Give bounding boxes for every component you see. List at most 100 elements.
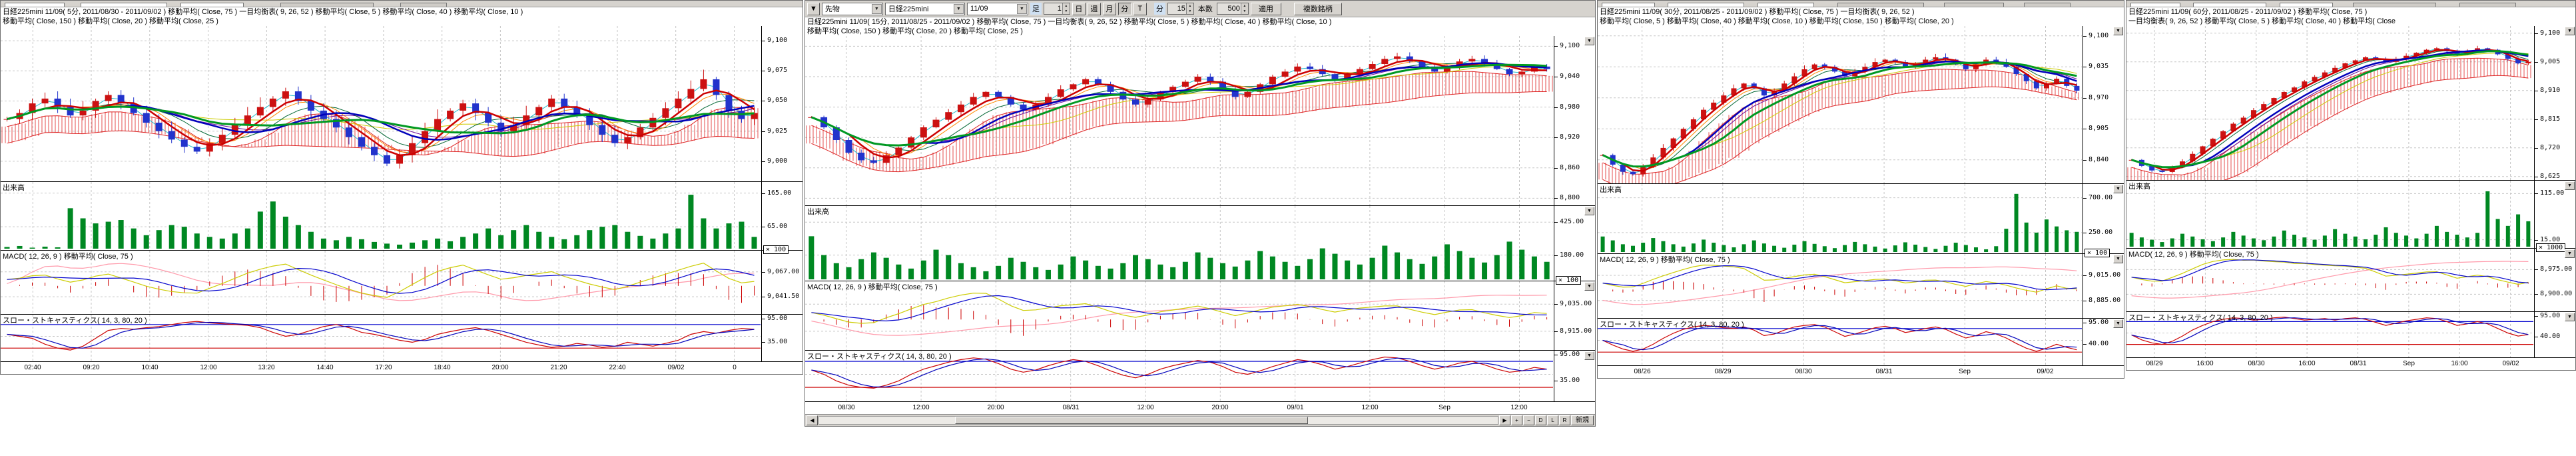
collapse-pane-button[interactable]: ▼ xyxy=(1584,282,1594,291)
macd-pane-label: MACD( 12, 26, 9 ) 移動平均( Close, 75 ) xyxy=(3,253,133,261)
y-axis-label: 8,905 xyxy=(2089,125,2109,132)
y-axis-tick xyxy=(1554,46,1558,47)
spinner-arrows[interactable]: ▲ ▼ xyxy=(1240,3,1248,14)
x-axis-label: 08/29 xyxy=(2146,360,2163,367)
y-axis-label: 9,041.50 xyxy=(767,293,800,300)
x-axis-label: 20:00 xyxy=(987,404,1004,411)
macd-pane: 9,035.00 8,915.00 × 100 ▼ MACD( 12, 26, 9 ) … xyxy=(805,276,1595,351)
x-axis-label: 12:00 xyxy=(1510,404,1528,411)
scrollbar-thumb[interactable] xyxy=(954,417,1308,424)
spinner-arrows[interactable]: ▲ ▼ xyxy=(1185,3,1193,14)
chart-plot-svg xyxy=(1598,319,2082,365)
collapse-pane-button[interactable]: ▼ xyxy=(2565,181,2575,190)
period-tick-button[interactable]: T xyxy=(1133,2,1147,15)
multi-symbol-button[interactable]: 複数銘柄 xyxy=(1293,2,1342,15)
collapse-pane-button[interactable]: ▼ xyxy=(1584,351,1594,360)
y-axis-scale: 9,100 9,075 9,050 9,025 9,000 xyxy=(761,26,803,181)
chart-plot-svg xyxy=(1598,254,2082,318)
clipped-control xyxy=(5,3,65,7)
collapse-pane-button[interactable]: ▼ xyxy=(2113,27,2123,35)
chevron-down-icon: ▼ xyxy=(1016,3,1027,14)
y-axis-label: 700.00 xyxy=(2089,194,2113,201)
y-axis-tick xyxy=(2535,269,2538,270)
clipped-control xyxy=(1758,3,1814,7)
y-axis-scale: 9,100 9,005 8,910 8,815 8,720 8,625 ▼ xyxy=(2534,26,2575,180)
y-axis-tick xyxy=(762,342,765,343)
y-axis-label: 95.00 xyxy=(2089,319,2109,326)
y-axis-label: 8,980 xyxy=(1560,103,1580,111)
zoom-in-button[interactable]: + xyxy=(1511,415,1522,425)
count-input[interactable]: 500 ▲ ▼ xyxy=(1216,3,1249,15)
stoch-pane-label: スロー・ストキャスティクス( 14, 3, 80, 20 ) xyxy=(807,353,952,361)
minutes-input[interactable]: 15 ▲ ▼ xyxy=(1167,3,1194,15)
mode-l-button[interactable]: L xyxy=(1547,415,1558,425)
collapse-pane-button[interactable]: ▼ xyxy=(2565,313,2575,321)
stoch-pane-label: スロー・ストキャスティクス( 14, 3, 80, 20 ) xyxy=(2128,314,2273,322)
symbol-select[interactable]: 日経225mini ▼ xyxy=(884,2,965,15)
category-select[interactable]: 先物 ▼ xyxy=(821,2,883,15)
indicator-header-line2: 一目均衡表( 9, 26, 52 ) 移動平均( Close, 5 ) 移動平均… xyxy=(2128,17,2396,25)
collapse-pane-button[interactable]: ▼ xyxy=(2113,255,2123,263)
chart-plot-svg xyxy=(1598,184,2082,253)
x-axis-label: 02:40 xyxy=(24,364,41,371)
x-axis-label: 09/02 xyxy=(667,364,685,371)
y-axis-label: 9,100 xyxy=(767,37,788,44)
x-axis-label: 14:40 xyxy=(316,364,334,371)
period-month-button[interactable]: 月 xyxy=(1102,2,1116,15)
chart-plot-svg xyxy=(2126,26,2533,180)
y-axis-tick xyxy=(2535,148,2538,149)
spinner-arrows[interactable]: ▲ ▼ xyxy=(1062,3,1070,14)
combo-arrow-button[interactable]: ▼ xyxy=(807,2,820,15)
category-value: 先物 xyxy=(824,5,840,13)
collapse-pane-button[interactable]: ▼ xyxy=(1584,37,1594,45)
period-day-button[interactable]: 日 xyxy=(1072,2,1086,15)
y-axis-label: 8,860 xyxy=(1560,164,1580,171)
stoch-pane: 95.00 35.00 ▼ スロー・ストキャスティクス( 14, 3, 80, 20 … xyxy=(805,351,1595,402)
x-axis-label: 16:00 xyxy=(2451,360,2468,367)
chart-plot-svg xyxy=(1,182,761,250)
period-minute-button[interactable]: 分 xyxy=(1118,2,1131,15)
scroll-right-button[interactable]: ▶ xyxy=(1499,415,1510,425)
apply-button[interactable]: 適用 xyxy=(1250,2,1281,15)
y-axis-label: 180.00 xyxy=(1560,251,1584,259)
count-value: 500 xyxy=(1227,5,1240,13)
scroll-left-button[interactable]: ◀ xyxy=(806,415,818,425)
y-axis-label: 8,625 xyxy=(2540,173,2561,180)
x-axis-label: 22:40 xyxy=(609,364,626,371)
clipped-control xyxy=(400,3,447,7)
indicator-header-line1: 日経225mini 11/09( 30分, 2011/08/25 - 2011/… xyxy=(1600,8,1915,16)
macd-pane: 9,015.00 8,885.00 × 100 ▼ MACD( 12, 26, 9 ) … xyxy=(1598,249,2124,319)
macd-pane-label: MACD( 12, 26, 9 ) 移動平均( Close, 75 ) xyxy=(2128,251,2259,259)
collapse-pane-button[interactable]: ▼ xyxy=(2565,27,2575,35)
chart-plot-svg xyxy=(1,315,761,361)
mode-d-button[interactable]: D xyxy=(1535,415,1546,425)
contract-select[interactable]: 11/09 ▼ xyxy=(966,2,1028,15)
x-axis-label: 08/29 xyxy=(1714,368,1732,375)
x-axis-label: 18:40 xyxy=(434,364,451,371)
period-week-button[interactable]: 週 xyxy=(1087,2,1101,15)
bar-value-input[interactable]: 1 ▲ ▼ xyxy=(1043,3,1070,15)
y-axis-label: 8,975.00 xyxy=(2540,265,2573,273)
stoch-pane: 95.00 40.00 ▼ スロー・ストキャスティクス( 14, 3, 80, 20 … xyxy=(1598,319,2124,366)
new-order-button[interactable]: 新規 xyxy=(1571,415,1594,425)
y-axis-scale: 700.00 250.00 ▼ xyxy=(2083,184,2124,253)
mode-r-button[interactable]: R xyxy=(1559,415,1570,425)
stoch-pane-label: スロー・ストキャスティクス( 14, 3, 80, 20 ) xyxy=(1600,321,1744,329)
collapse-pane-button[interactable]: ▼ xyxy=(2113,185,2123,193)
y-axis-label: 8,720 xyxy=(2540,144,2561,151)
y-axis-tick xyxy=(2535,193,2538,194)
x-axis-label: 09/02 xyxy=(2037,368,2054,375)
y-axis-label: 65.00 xyxy=(767,223,788,230)
y-axis-label: 8,915.00 xyxy=(1560,327,1592,335)
collapse-pane-button[interactable]: ▼ xyxy=(2565,249,2575,258)
time-axis: 08/29 16:00 08/30 16:00 08/31 Sep 16:00 09/02 xyxy=(2126,358,2575,370)
y-axis-label: 425.00 xyxy=(1560,218,1584,225)
scrollbar-track[interactable] xyxy=(818,416,1498,425)
y-axis-tick xyxy=(1554,255,1558,256)
price-pane: 9,100 9,040 8,980 8,920 8,860 8,800 ▼ xyxy=(805,36,1595,206)
y-axis-label: 95.00 xyxy=(1560,351,1580,358)
collapse-pane-button[interactable]: ▼ xyxy=(1584,207,1594,215)
macd-pane-label: MACD( 12, 26, 9 ) 移動平均( Close, 75 ) xyxy=(807,283,938,291)
zoom-out-button[interactable]: − xyxy=(1523,415,1534,425)
collapse-pane-button[interactable]: ▼ xyxy=(2113,319,2123,328)
